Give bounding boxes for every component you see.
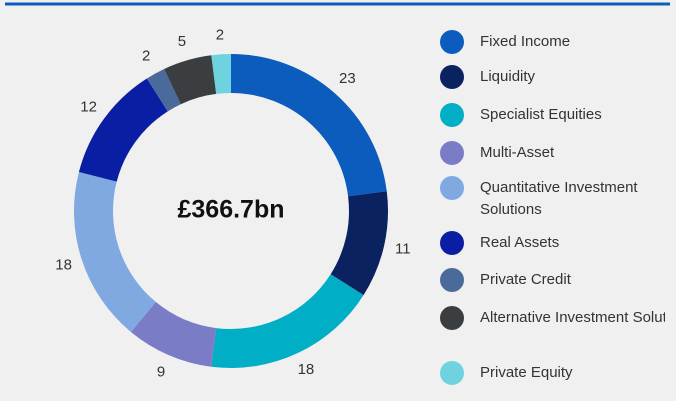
legend-item: Quantitative Investment Solutions <box>440 176 665 221</box>
donut-segment <box>78 78 168 182</box>
legend: Fixed Income Liquidity Specialist Equities… <box>440 0 665 401</box>
legend-marker <box>440 65 464 89</box>
donut-segment <box>146 68 181 112</box>
data-label: 11 <box>395 240 411 257</box>
legend-item: Private Credit <box>440 268 665 292</box>
legend-label: Specialist Equities <box>480 106 602 123</box>
donut-segment <box>211 54 231 94</box>
legend-label: Real Assets <box>480 234 560 251</box>
legend-marker <box>440 103 464 127</box>
legend-marker <box>440 141 464 165</box>
legend-label: Quantitative Investment Solutions <box>480 179 638 218</box>
data-label: 2 <box>216 26 224 43</box>
legend-marker <box>440 231 464 255</box>
data-label: 12 <box>80 99 97 116</box>
donut-segment <box>231 54 387 197</box>
donut-segment <box>164 55 217 105</box>
legend-label: Fixed Income <box>480 33 571 50</box>
legend-marker <box>440 306 464 330</box>
center-label: £366.7bn <box>177 196 284 224</box>
legend-marker <box>440 176 464 200</box>
data-label: 18 <box>298 361 315 378</box>
donut-segment <box>130 301 217 367</box>
legend-label: Liquidity <box>480 68 536 85</box>
legend-label: Alternative Investment Solutions <box>480 309 665 326</box>
donut-segment <box>330 191 388 296</box>
donut-segment <box>74 171 156 332</box>
data-label: 18 <box>55 256 72 273</box>
legend-item: Private Equity <box>440 361 665 385</box>
legend-item: Fixed Income <box>440 30 665 54</box>
legend-item: Liquidity <box>440 65 665 89</box>
legend-item: Specialist Equities <box>440 103 665 127</box>
legend-item: Multi-Asset <box>440 141 665 165</box>
data-label: 2 <box>142 48 150 65</box>
legend-item: Real Assets <box>440 231 665 255</box>
legend-label: Private Credit <box>480 271 571 288</box>
legend-marker <box>440 361 464 385</box>
data-label: 23 <box>339 70 356 87</box>
data-label: 5 <box>178 33 186 50</box>
data-label: 9 <box>157 363 165 380</box>
legend-marker <box>440 30 464 54</box>
donut-segment <box>211 274 364 368</box>
legend-item: Alternative Investment Solutions <box>440 306 665 330</box>
legend-label: Multi-Asset <box>480 144 555 161</box>
legend-marker <box>440 268 464 292</box>
legend-label: Private Equity <box>480 364 573 381</box>
